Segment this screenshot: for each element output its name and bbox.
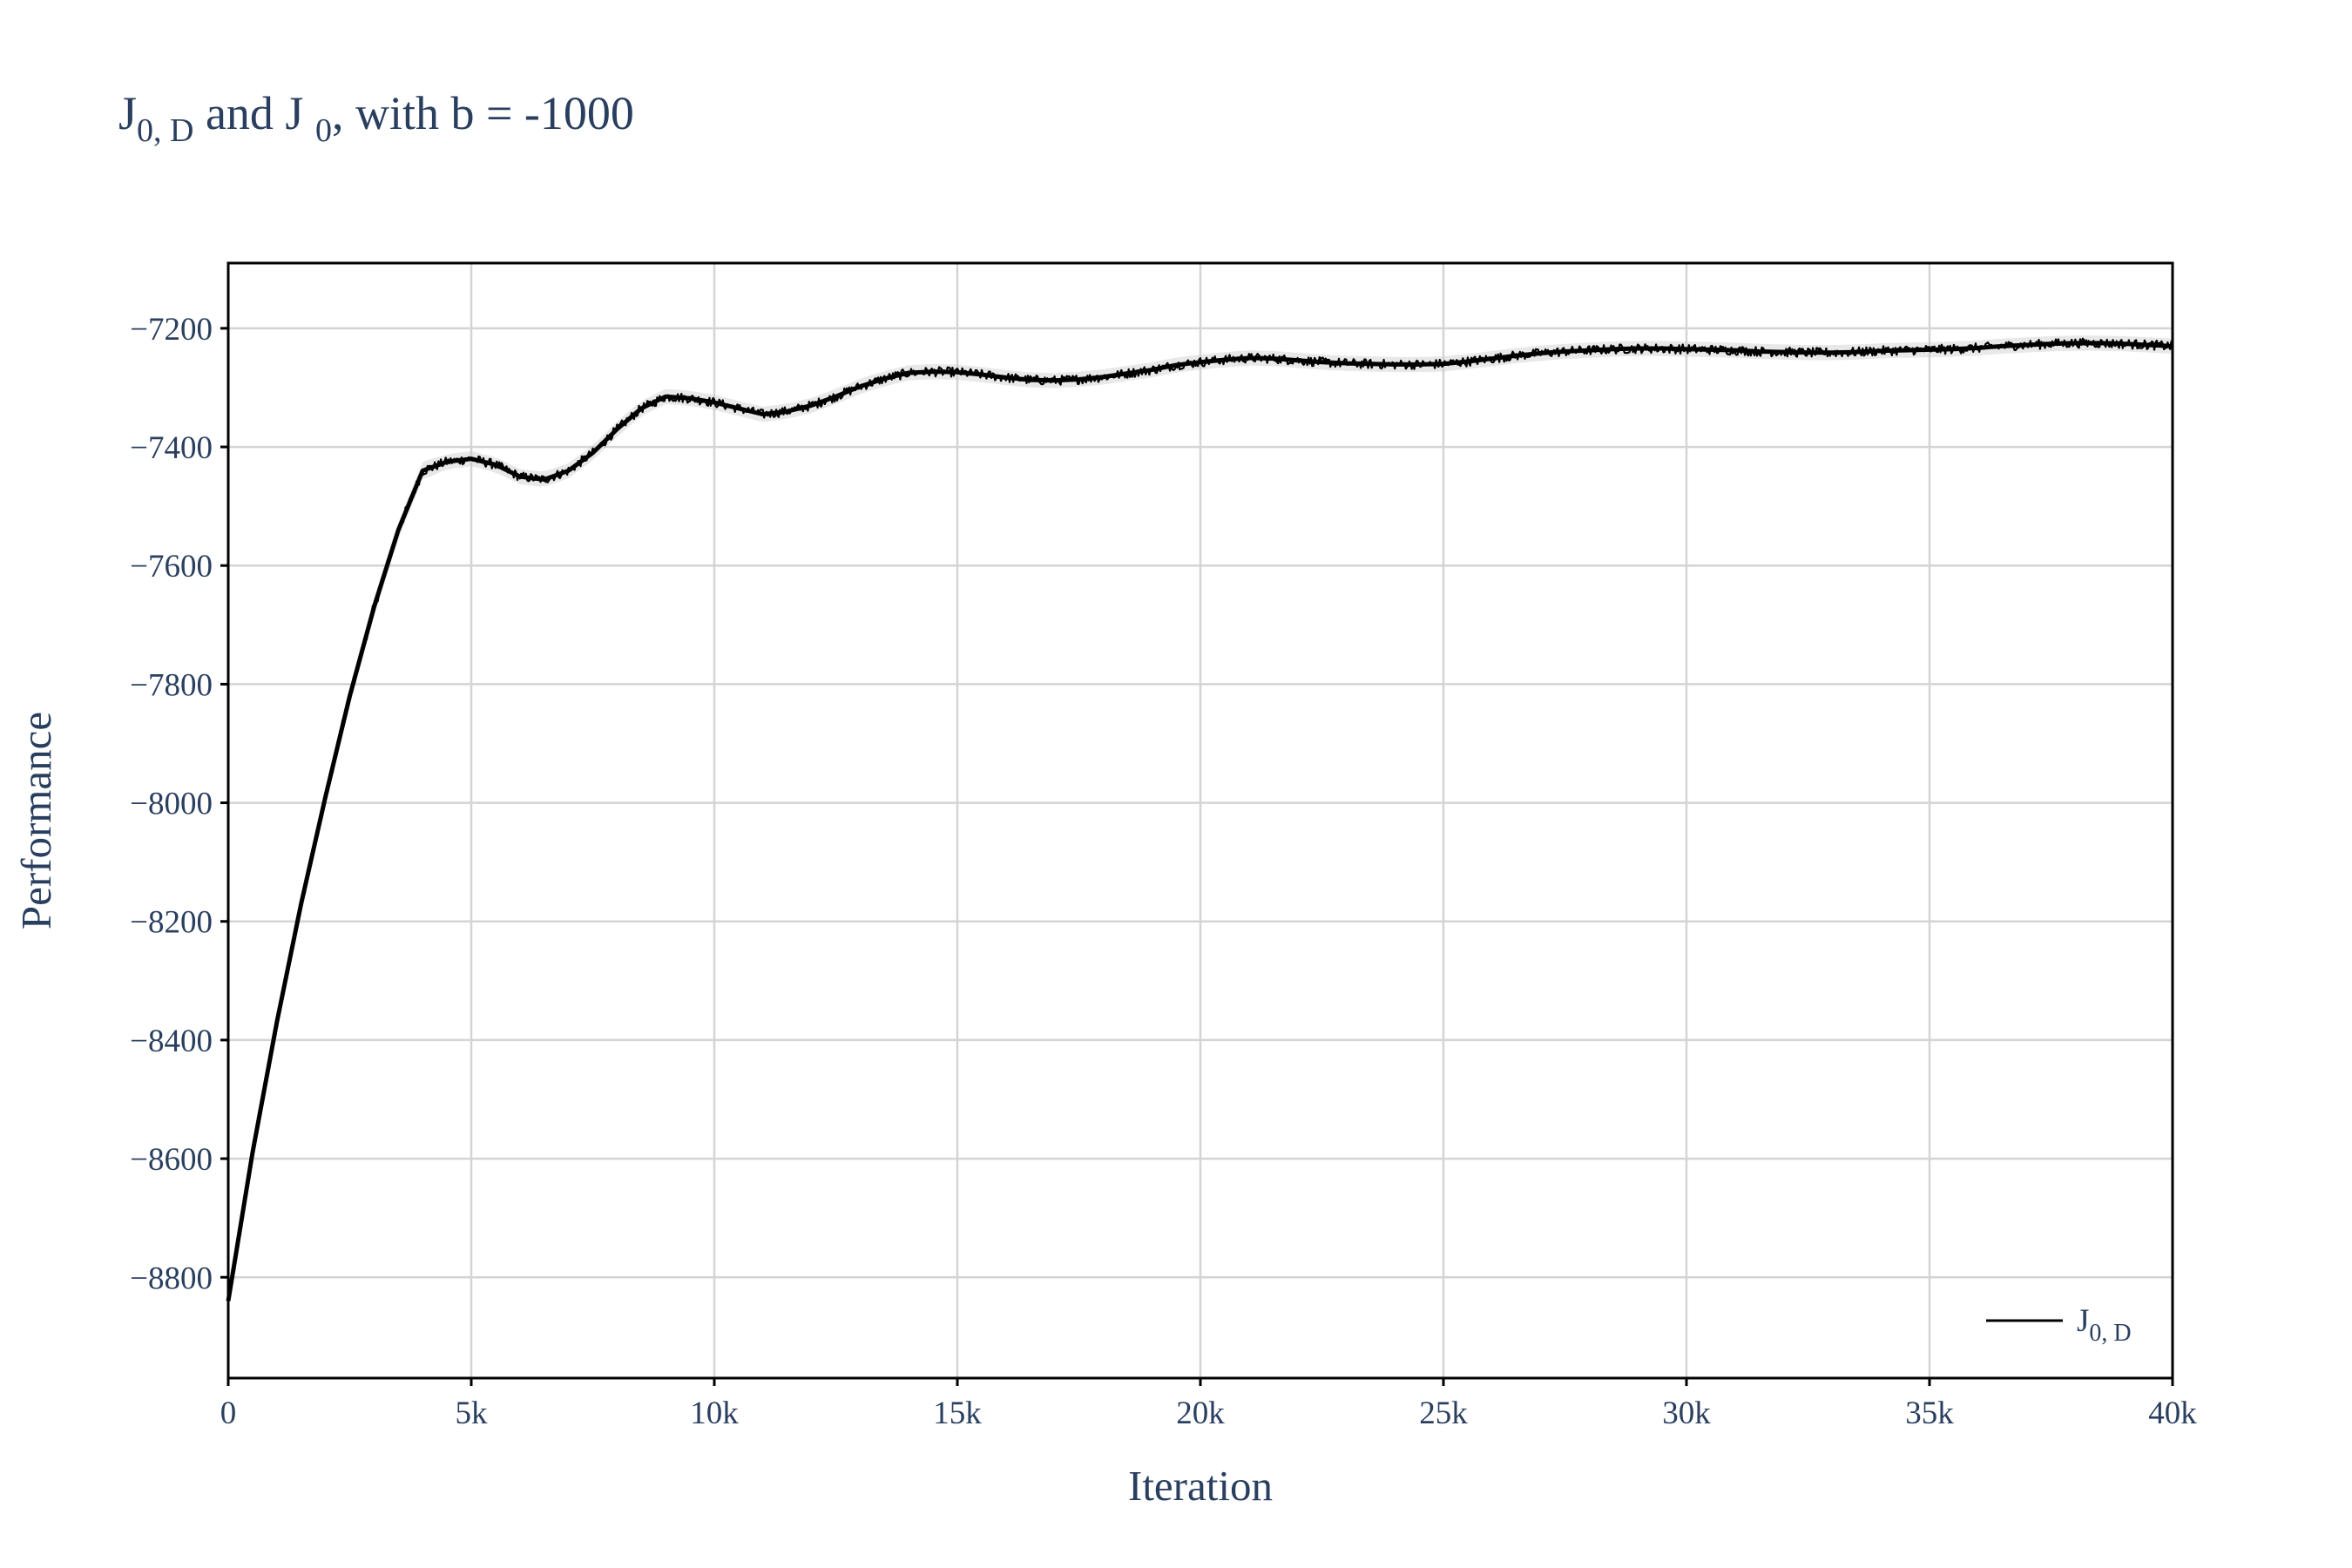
series-line-layer bbox=[226, 341, 2173, 1301]
tick-layer: 0 5k 10k 15k 20k 25k 30k 35k 40k −7200 −7400 −7600 −… bbox=[130, 312, 2197, 1431]
chart-title-mid: and J bbox=[193, 87, 314, 139]
y-tick-label: −7800 bbox=[130, 667, 213, 703]
y-tick-label: −7200 bbox=[130, 312, 213, 348]
chart-title-tail: , with b = -1000 bbox=[332, 87, 634, 139]
y-tick-label: −8800 bbox=[130, 1260, 213, 1296]
x-tick-label: 35k bbox=[1905, 1396, 1954, 1431]
chart-title: J0, D and J 0, with b = -1000 bbox=[118, 87, 634, 149]
x-tick-label: 25k bbox=[1419, 1396, 1468, 1431]
series-line-j0d bbox=[226, 341, 2173, 1301]
chart-title-main: J bbox=[118, 87, 137, 139]
y-tick-label: −7400 bbox=[130, 430, 213, 466]
legend-box bbox=[1972, 1281, 2166, 1369]
y-tick-label: −8200 bbox=[130, 905, 213, 941]
y-tick-label: −8600 bbox=[130, 1142, 213, 1178]
chart-title-sub1: 0, D bbox=[137, 112, 193, 149]
x-tick-label: 20k bbox=[1176, 1396, 1225, 1431]
chart-title-sub2: 0 bbox=[315, 112, 332, 149]
x-tick-label: 40k bbox=[2148, 1396, 2197, 1431]
legend: J0, D bbox=[1986, 1303, 2132, 1347]
x-axis-title: Iteration bbox=[1128, 1462, 1273, 1510]
y-tick-label: −8000 bbox=[130, 787, 213, 822]
x-tick-label: 15k bbox=[933, 1396, 982, 1431]
grid-layer bbox=[226, 263, 2174, 1378]
y-tick-label: −7600 bbox=[130, 549, 213, 585]
legend-series-sub: 0, D bbox=[2089, 1320, 2131, 1347]
x-tick-label: 0 bbox=[220, 1396, 237, 1431]
legend-series-name: J bbox=[2077, 1303, 2089, 1339]
y-tick-label: −8400 bbox=[130, 1024, 213, 1059]
y-axis-title: Performance bbox=[12, 712, 60, 929]
x-tick-label: 30k bbox=[1662, 1396, 1711, 1431]
legend-label-j0d: J0, D bbox=[2077, 1303, 2132, 1347]
x-tick-label: 5k bbox=[456, 1396, 489, 1431]
x-tick-label: 10k bbox=[690, 1396, 739, 1431]
